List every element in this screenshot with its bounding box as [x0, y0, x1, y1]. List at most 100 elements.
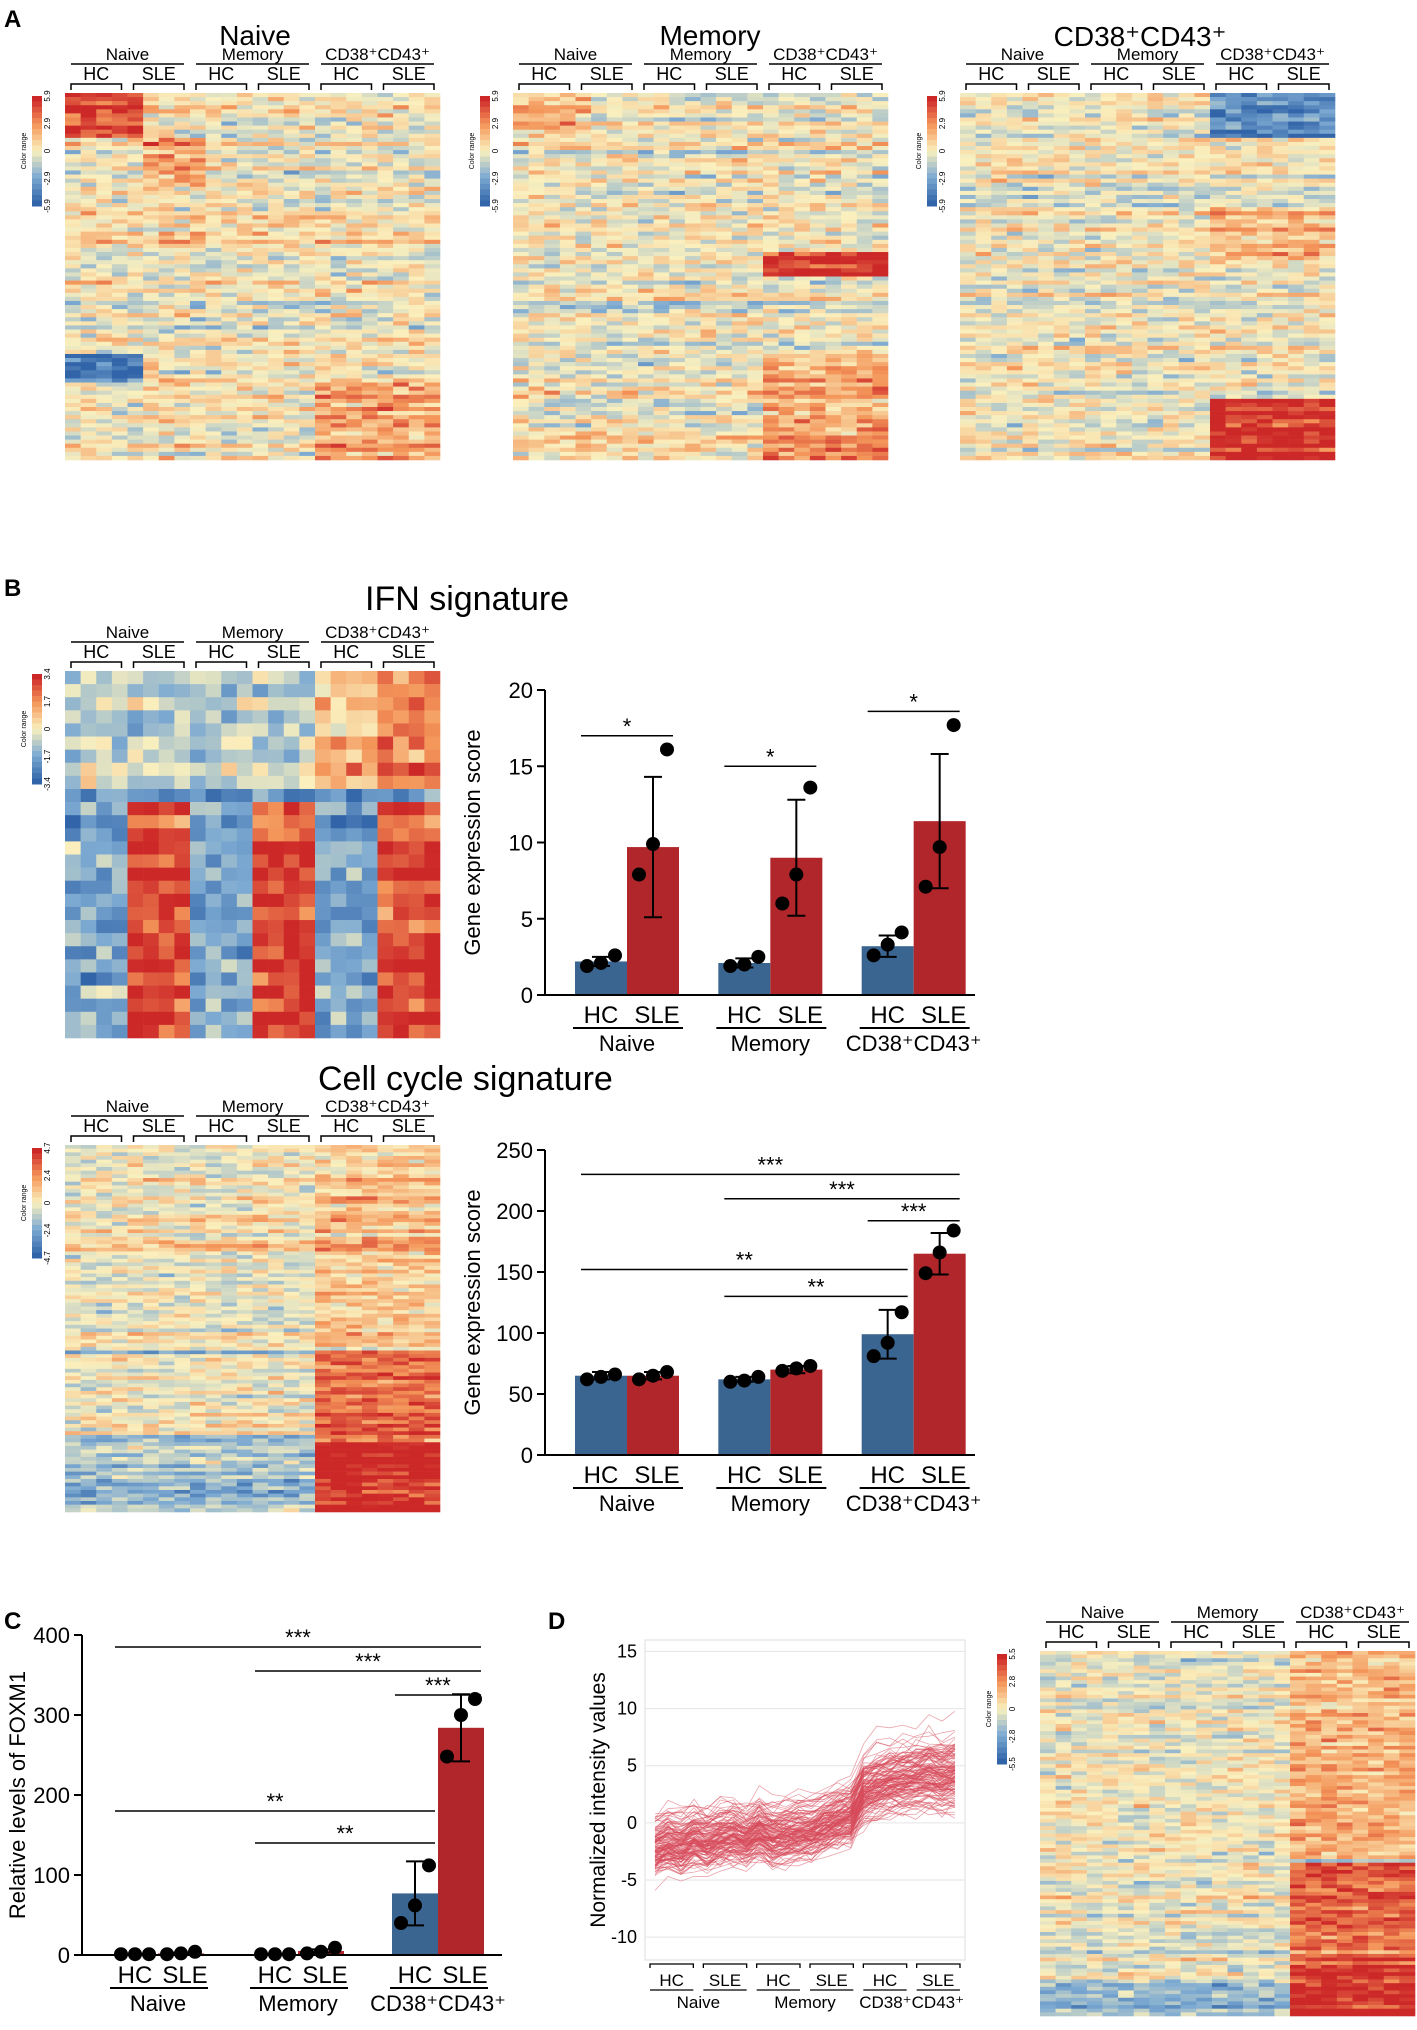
heatmap-cell [158, 427, 175, 432]
heatmap-cell [653, 235, 670, 241]
heatmap-cell [544, 154, 561, 159]
heatmap-cell [268, 235, 285, 241]
heatmap-cell [731, 284, 748, 290]
heatmap-cell [591, 105, 608, 110]
heatmap-cell [346, 231, 363, 237]
heatmap-cell [1038, 105, 1055, 110]
heatmap-cell [684, 117, 701, 122]
scale-swatch [32, 167, 42, 174]
heatmap-cell [252, 207, 269, 212]
heatmap-cell [361, 235, 378, 241]
heatmap-cell [346, 451, 363, 457]
heatmap-cell [622, 166, 639, 171]
heatmap-cell [393, 264, 410, 269]
heatmap-cell [606, 203, 623, 208]
heatmap-cell [268, 439, 285, 444]
heatmap-cell [778, 211, 795, 216]
heatmap-cell [268, 280, 285, 285]
heatmap-cell [575, 427, 592, 432]
heatmap-cell [591, 113, 608, 118]
scale-swatch [480, 129, 490, 135]
heatmap-cell [841, 113, 858, 118]
heatmap-cell [731, 113, 748, 118]
heatmap-cell [716, 419, 733, 424]
heatmap-cell [1085, 162, 1101, 167]
heatmap-cell [299, 150, 316, 155]
heatmap-cell [809, 329, 826, 334]
heatmap-cell [111, 227, 128, 232]
heatmap-cell [127, 117, 144, 122]
heatmap-cell [700, 146, 717, 151]
heatmap-cell [825, 207, 842, 212]
heatmap-cell [158, 223, 175, 228]
heatmap-cell [591, 109, 608, 114]
heatmap-cell [778, 345, 795, 351]
heatmap-cell [809, 451, 826, 457]
heatmap-cell [361, 231, 378, 237]
heatmap-cell [268, 333, 285, 338]
heatmap-cell [158, 211, 175, 216]
heatmap-cell [575, 419, 592, 424]
heatmap-cell [65, 158, 81, 163]
heatmap-cell [716, 280, 733, 285]
heatmap-cell [393, 129, 410, 135]
heatmap-cell [684, 394, 701, 400]
heatmap-cell [528, 231, 545, 237]
heatmap-cell [315, 321, 331, 326]
heatmap-cell [528, 93, 545, 98]
heatmap-cell [361, 154, 378, 159]
heatmap-cell [96, 325, 113, 330]
heatmap-cell [841, 341, 858, 347]
heatmap-cell [236, 406, 253, 412]
heatmap-cell [653, 109, 670, 114]
heatmap-cell [252, 256, 269, 261]
heatmap-cell [872, 117, 889, 122]
heatmap-cell [408, 345, 425, 351]
heatmap-cell [299, 141, 316, 147]
heatmap-cell [205, 443, 222, 449]
heatmap-cell [1053, 166, 1070, 171]
heatmap-cell [975, 166, 992, 171]
heatmap-cell [960, 150, 976, 155]
heatmap-cell [716, 166, 733, 171]
heatmap-cell [606, 170, 623, 175]
heatmap-cell [622, 227, 639, 232]
heatmap-cell [856, 345, 873, 351]
heatmap-cell [841, 203, 858, 208]
heatmap-cell [731, 170, 748, 175]
heatmap-cell [794, 264, 811, 269]
heatmap-cell [872, 129, 889, 135]
heatmap-cell [763, 329, 779, 334]
heatmap-cell [174, 321, 191, 326]
heatmap-cell [330, 366, 347, 371]
heatmap-cell [606, 113, 623, 118]
heatmap-cell [236, 447, 253, 453]
heatmap-cell [1038, 109, 1055, 114]
heatmap-cell [315, 121, 331, 126]
heatmap-cell [991, 113, 1008, 118]
heatmap-cell [221, 313, 238, 318]
heatmap-cell [1319, 146, 1336, 151]
heatmap-cell [841, 423, 858, 428]
heatmap-cell [528, 398, 545, 404]
heatmap-cell [841, 215, 858, 220]
heatmap-cell [1147, 154, 1164, 159]
heatmap-cell [544, 121, 561, 126]
heatmap-cell [513, 309, 529, 314]
heatmap-cell [361, 239, 378, 245]
heatmap-cell [190, 382, 206, 387]
heatmap-cell [111, 406, 128, 412]
heatmap-cell [669, 154, 686, 159]
heatmap-cell [731, 333, 748, 338]
heatmap-cell [716, 239, 733, 245]
heatmap-cells [65, 93, 441, 461]
heatmap-cell [96, 337, 113, 343]
heatmap-cell [622, 133, 639, 139]
heatmap-cell [731, 455, 748, 461]
heatmap-cell [315, 402, 331, 408]
heatmap-cell [731, 264, 748, 269]
heatmap-cell [111, 313, 128, 318]
heatmap-cell [283, 411, 300, 416]
heatmap-cell [669, 203, 686, 208]
heatmap-cell [361, 411, 378, 416]
